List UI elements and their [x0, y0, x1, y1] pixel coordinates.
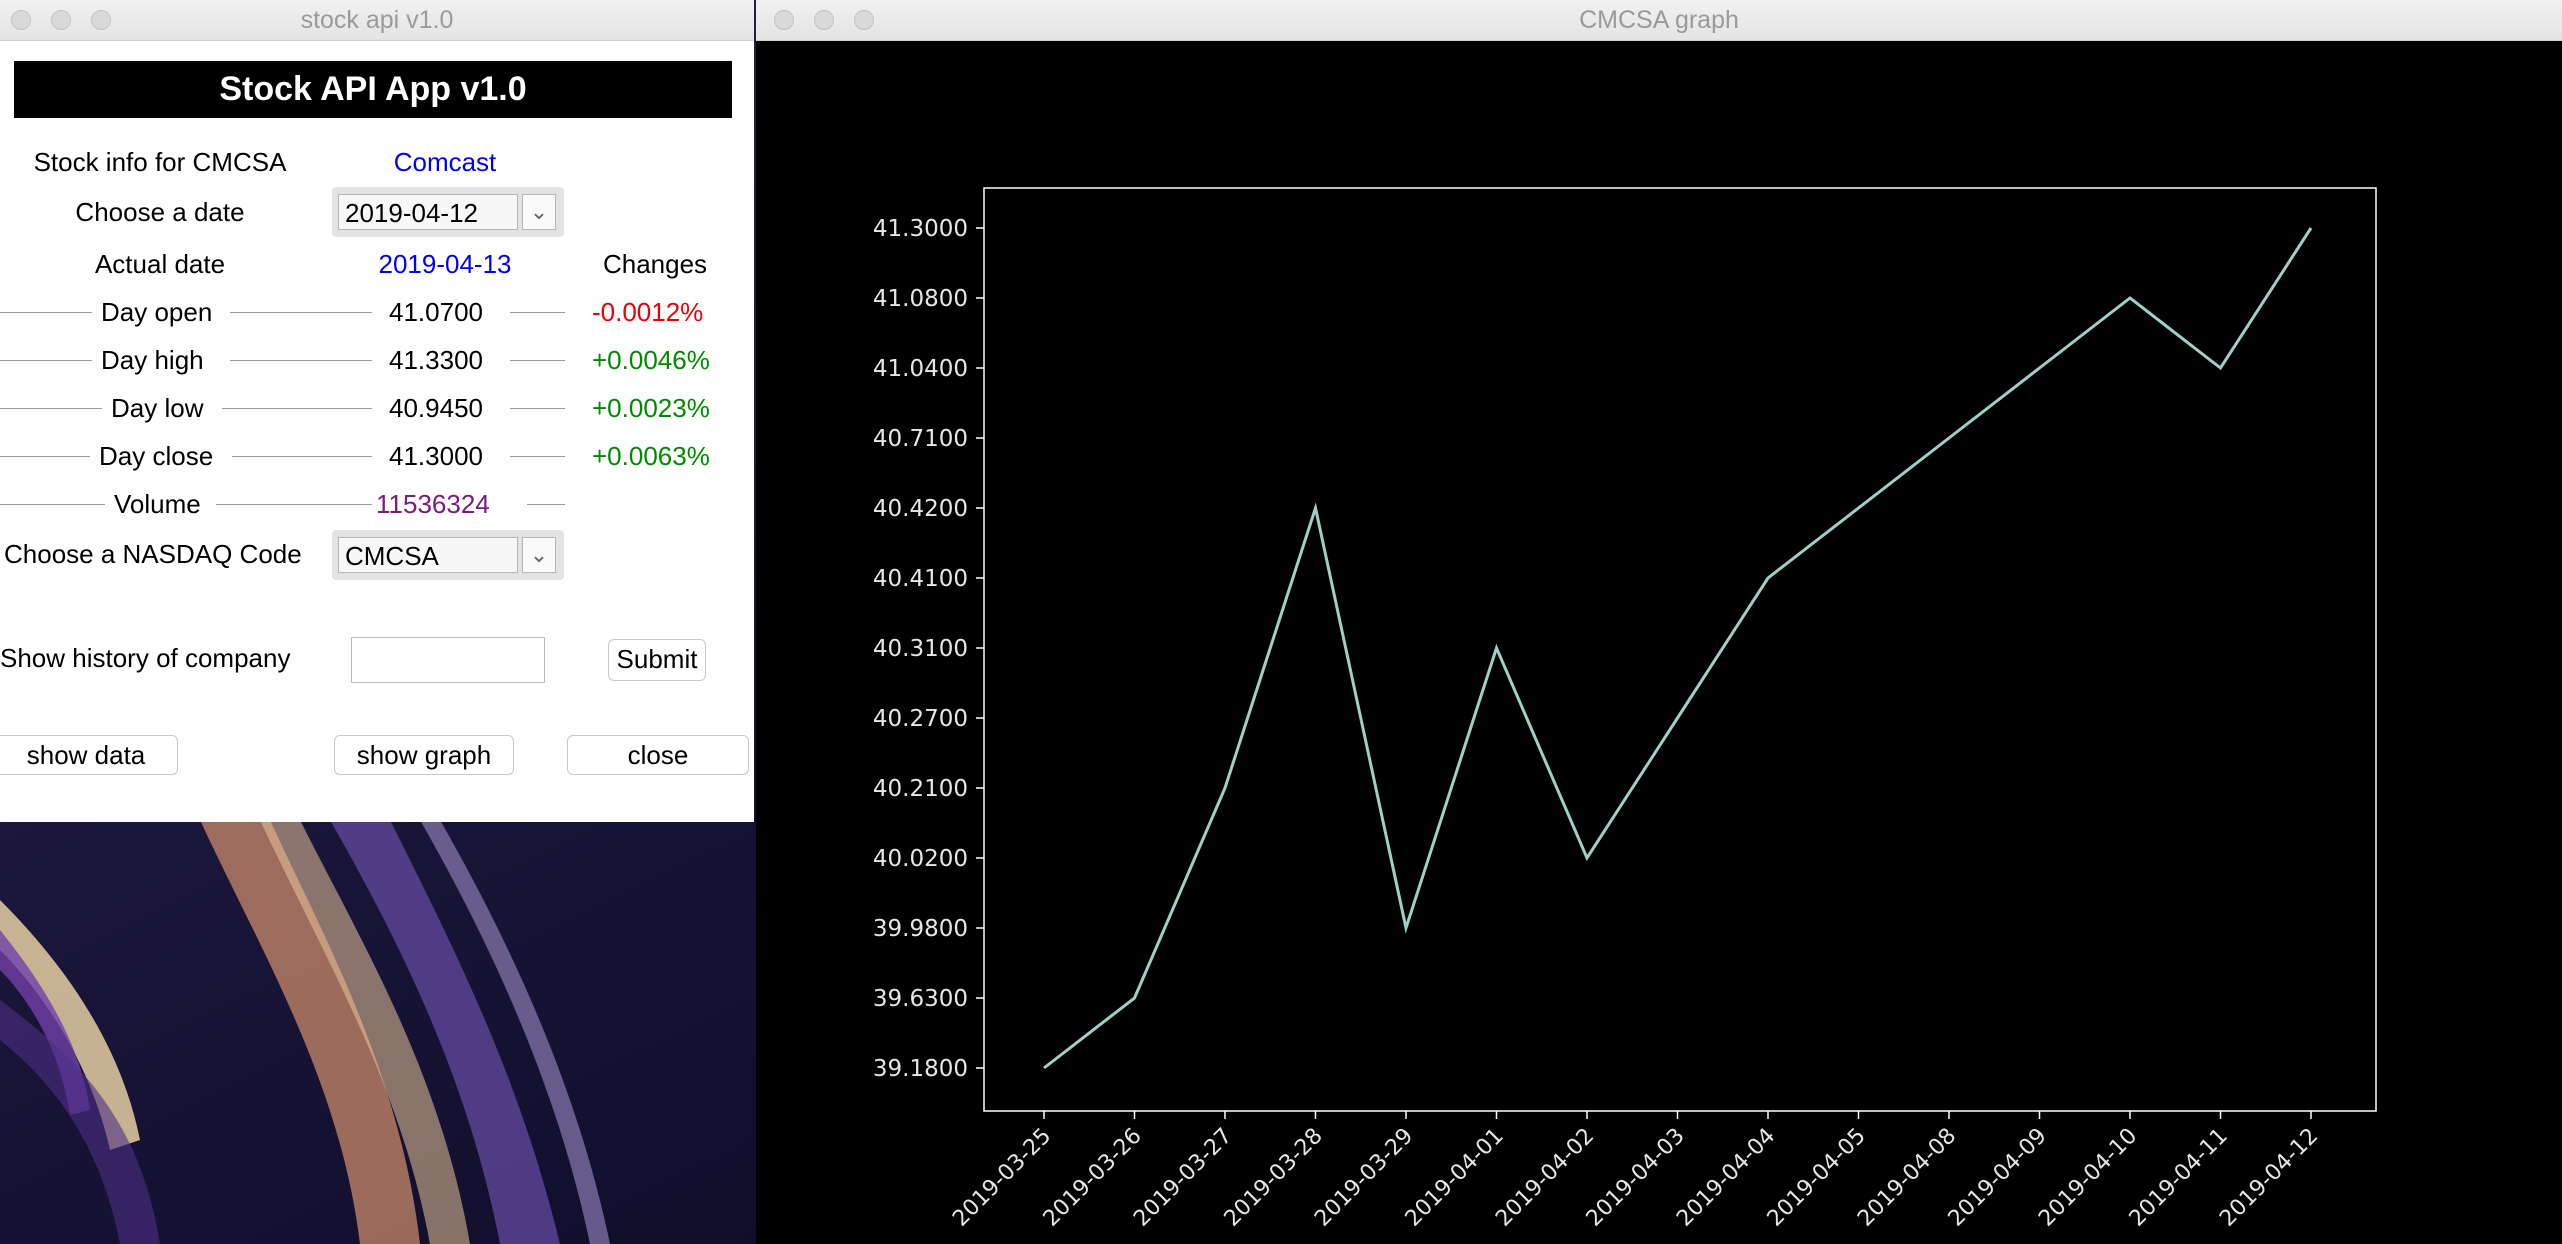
- close-window-button[interactable]: [11, 10, 31, 30]
- minimize-window-button[interactable]: [814, 10, 834, 30]
- day-open-label: Day open: [101, 297, 213, 327]
- y-tick-label: 40.4100: [873, 566, 968, 592]
- divider: [222, 408, 372, 409]
- actual-date-label: Actual date: [94, 249, 226, 279]
- graph-titlebar: CMCSA graph: [756, 0, 2562, 41]
- company-name: Comcast: [393, 147, 497, 177]
- divider: [216, 504, 372, 505]
- graph-window: CMCSA graph 39.1800 39.6300 39.9800 40.0200…: [756, 0, 2562, 1244]
- day-low-value: 40.9450: [389, 393, 483, 423]
- day-open-change: -0.0012%: [592, 297, 704, 327]
- choose-date-label: Choose a date: [75, 197, 245, 227]
- stock-api-window: stock api v1.0 Stock API App v1.0 Stock …: [0, 0, 754, 822]
- day-low-change: +0.0023%: [592, 393, 710, 423]
- date-combobox-value[interactable]: 2019-04-12: [338, 194, 518, 230]
- divider: [0, 312, 92, 313]
- graph-window-title: CMCSA graph: [1579, 6, 1739, 34]
- day-low-label: Day low: [111, 393, 204, 423]
- app-banner: Stock API App v1.0: [14, 61, 732, 118]
- y-tick-label: 40.2700: [873, 706, 968, 732]
- nasdaq-code-label: Choose a NASDAQ Code: [4, 539, 302, 569]
- volume-value: 11536324: [376, 489, 490, 519]
- app-window-title: stock api v1.0: [300, 6, 454, 34]
- history-label: Show history of company: [0, 643, 291, 673]
- y-tick-label: 41.0400: [873, 356, 968, 382]
- stock-info-label: Stock info for CMCSA: [33, 147, 287, 177]
- close-button[interactable]: close: [567, 735, 749, 775]
- divider: [510, 456, 565, 457]
- divider: [230, 360, 372, 361]
- zoom-window-button[interactable]: [854, 10, 874, 30]
- show-graph-button[interactable]: show graph: [334, 735, 514, 775]
- chart-background: [756, 41, 2562, 1244]
- y-tick-label: 39.1800: [873, 1056, 968, 1082]
- day-close-value: 41.3000: [389, 441, 483, 471]
- divider: [510, 312, 565, 313]
- y-tick-label: 40.4200: [873, 496, 968, 522]
- submit-button[interactable]: Submit: [608, 639, 706, 681]
- volume-label: Volume: [114, 489, 201, 519]
- show-data-button[interactable]: show data: [0, 735, 178, 775]
- changes-header: Changes: [602, 249, 708, 279]
- divider: [0, 456, 90, 457]
- day-high-change: +0.0046%: [592, 345, 710, 375]
- chevron-down-icon[interactable]: ⌄: [522, 194, 556, 230]
- day-high-label: Day high: [101, 345, 204, 375]
- app-titlebar: stock api v1.0: [0, 0, 754, 41]
- y-tick-label: 39.6300: [873, 986, 968, 1012]
- divider: [232, 456, 372, 457]
- chevron-down-icon[interactable]: ⌄: [522, 537, 556, 573]
- actual-date-value: 2019-04-13: [378, 249, 512, 279]
- day-close-change: +0.0063%: [592, 441, 710, 471]
- day-high-value: 41.3300: [389, 345, 483, 375]
- divider: [527, 504, 565, 505]
- divider: [230, 312, 372, 313]
- y-tick-label: 40.3100: [873, 636, 968, 662]
- y-tick-label: 40.2100: [873, 776, 968, 802]
- divider: [510, 360, 565, 361]
- app-body: Stock API App v1.0 Stock info for CMCSA …: [0, 41, 754, 822]
- y-tick-label: 40.7100: [873, 426, 968, 452]
- day-close-label: Day close: [99, 441, 214, 471]
- date-combobox[interactable]: 2019-04-12 ⌄: [332, 187, 564, 237]
- divider: [0, 360, 92, 361]
- y-tick-label: 39.9800: [873, 916, 968, 942]
- zoom-window-button[interactable]: [91, 10, 111, 30]
- close-window-button[interactable]: [774, 10, 794, 30]
- line-chart: 39.1800 39.6300 39.9800 40.0200 40.2100 40.27…: [756, 41, 2562, 1244]
- minimize-window-button[interactable]: [51, 10, 71, 30]
- day-open-value: 41.0700: [389, 297, 483, 327]
- y-tick-label: 41.0800: [873, 286, 968, 312]
- y-tick-label: 40.0200: [873, 846, 968, 872]
- history-input[interactable]: [351, 637, 545, 683]
- divider: [0, 408, 102, 409]
- divider: [510, 408, 565, 409]
- nasdaq-combobox-value[interactable]: CMCSA: [338, 537, 518, 573]
- series-line-close: [1043, 227, 2313, 1070]
- y-tick-label: 41.3000: [873, 216, 968, 242]
- plot-frame: [983, 187, 2377, 1112]
- nasdaq-combobox[interactable]: CMCSA ⌄: [332, 530, 564, 580]
- divider: [0, 504, 105, 505]
